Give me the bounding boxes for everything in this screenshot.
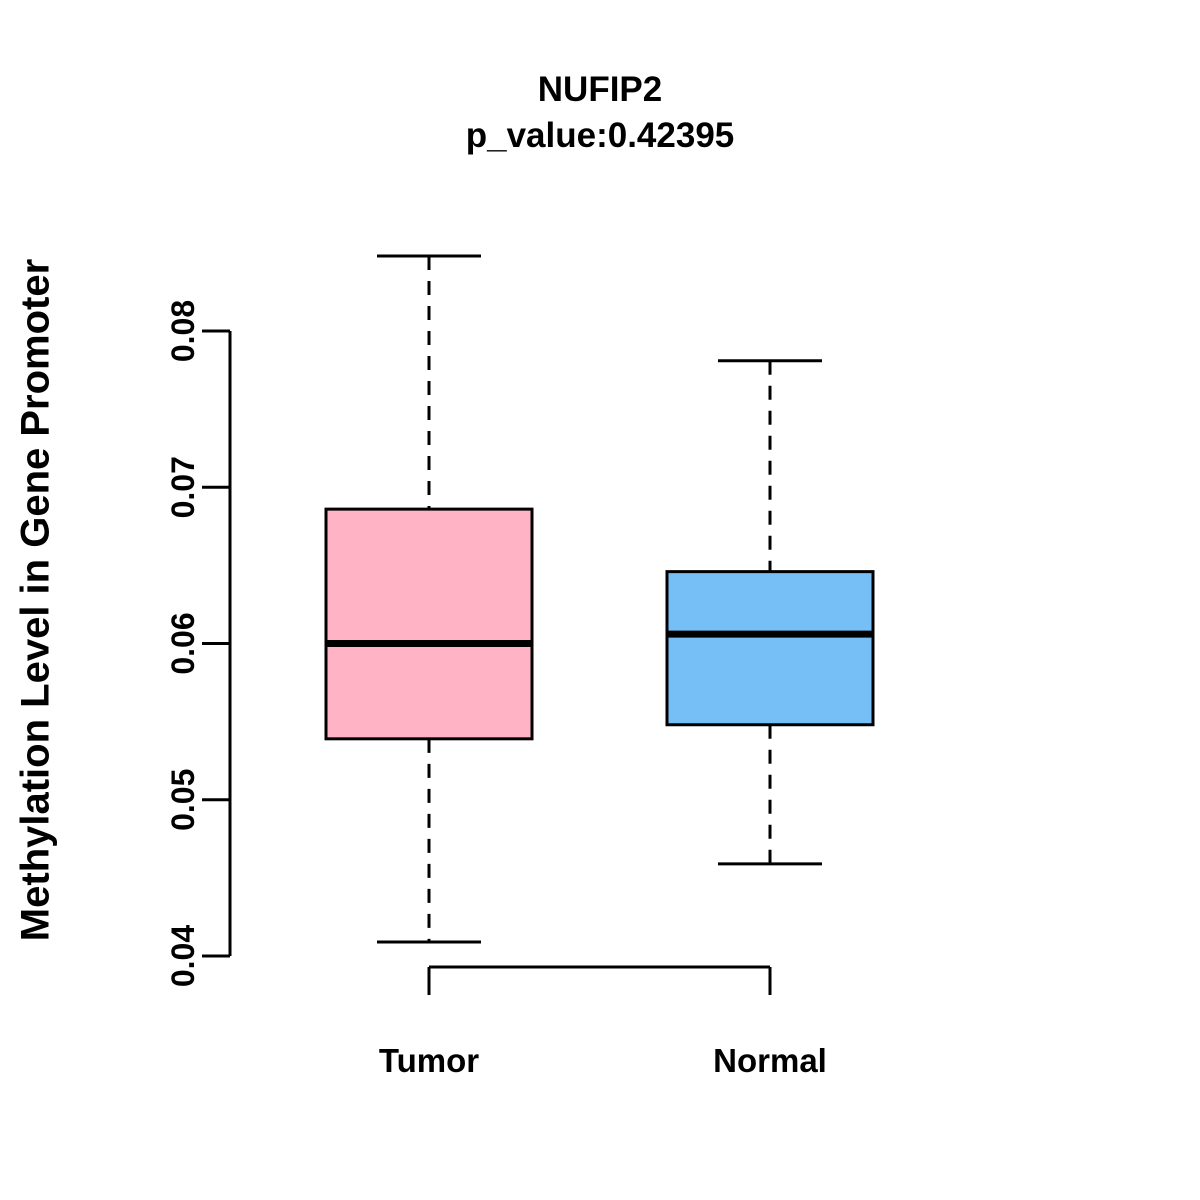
y-axis-tick-label: 0.07	[165, 456, 201, 518]
y-axis-tick-label: 0.05	[165, 769, 201, 831]
y-axis-tick-label: 0.08	[165, 300, 201, 362]
boxplot-box-normal	[665, 570, 875, 727]
x-category-label-tumor: Tumor	[379, 1042, 479, 1079]
chart-title-pvalue: p_value:0.42395	[465, 116, 735, 155]
y-axis-tick-label: 0.04	[165, 925, 201, 987]
x-category-label-normal: Normal	[713, 1042, 827, 1079]
y-axis-tick-label: 0.06	[165, 612, 201, 674]
chart-title: NUFIP2 p_value:0.42395	[0, 68, 1200, 160]
boxplot-box-tumor	[324, 507, 534, 741]
chart-title-gene: NUFIP2	[537, 70, 663, 109]
